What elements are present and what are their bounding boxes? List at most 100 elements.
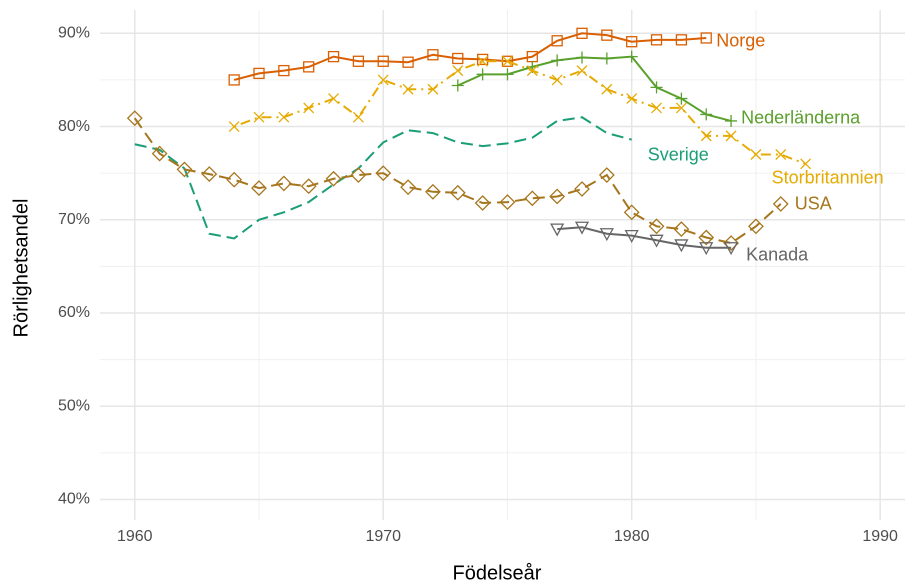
marker (427, 83, 439, 95)
marker (650, 81, 663, 94)
marker (303, 102, 315, 114)
marker (300, 178, 317, 195)
y-tick-label: 50% (58, 397, 90, 414)
x-tick-label: 1990 (862, 528, 898, 545)
marker (576, 65, 588, 77)
series-label: Storbritannien (772, 168, 884, 188)
marker (350, 167, 367, 183)
series-label: Nederländerna (741, 108, 861, 128)
series-line (134, 116, 632, 240)
marker (501, 68, 514, 81)
marker (551, 35, 563, 47)
marker (278, 64, 290, 77)
marker (452, 52, 464, 65)
marker (201, 166, 218, 183)
marker (723, 242, 739, 256)
marker (352, 55, 365, 67)
marker (775, 149, 787, 160)
x-tick-label: 1970 (365, 528, 401, 545)
marker (499, 194, 516, 210)
marker (476, 68, 489, 81)
y-tick-label: 80% (58, 118, 90, 135)
marker (675, 34, 688, 46)
marker (325, 170, 342, 187)
marker (551, 74, 563, 86)
marker (303, 61, 315, 73)
series-label: Norge (716, 31, 765, 51)
marker (574, 181, 590, 197)
marker (748, 218, 764, 235)
series-line (233, 60, 806, 165)
marker (649, 234, 664, 248)
x-axis-label: Födelseår (453, 562, 542, 584)
marker (601, 83, 613, 95)
marker (626, 36, 638, 48)
marker (402, 83, 414, 95)
series-label: Kanada (746, 245, 809, 265)
marker (251, 180, 267, 196)
marker (598, 167, 615, 183)
marker (151, 145, 168, 162)
marker (623, 204, 640, 221)
marker (377, 74, 389, 86)
marker (723, 235, 739, 252)
marker (427, 49, 439, 61)
marker (675, 102, 687, 114)
marker (549, 188, 566, 205)
marker (576, 51, 589, 64)
marker (377, 55, 389, 67)
marker (253, 111, 265, 123)
marker (800, 158, 812, 170)
marker (725, 114, 738, 127)
marker (600, 52, 613, 65)
series-line (457, 55, 732, 122)
marker (576, 27, 588, 39)
marker (624, 229, 639, 243)
series-line (133, 117, 782, 245)
marker (451, 79, 464, 92)
marker (651, 102, 663, 114)
marker (328, 93, 340, 105)
marker (253, 67, 265, 80)
x-tick-label: 1980 (614, 528, 650, 545)
marker (352, 111, 364, 123)
y-tick-label: 60% (58, 304, 90, 321)
marker (327, 50, 340, 63)
marker (526, 65, 538, 77)
marker (228, 121, 240, 133)
marker (502, 55, 513, 67)
marker (772, 196, 789, 212)
marker (400, 179, 417, 196)
marker (698, 229, 715, 246)
marker (574, 221, 590, 235)
marker (750, 149, 762, 160)
y-tick-label: 70% (58, 211, 90, 228)
marker (550, 223, 565, 237)
marker (425, 183, 441, 200)
series-line (233, 32, 707, 81)
marker (625, 50, 638, 63)
marker (477, 55, 489, 67)
marker (675, 92, 688, 105)
y-axis-label: Rörlighetsandel (10, 199, 32, 338)
y-tick-label: 90% (58, 25, 90, 42)
marker (551, 54, 564, 67)
x-tick-label: 1960 (117, 528, 153, 545)
marker (599, 228, 614, 242)
marker (626, 93, 638, 105)
marker (648, 218, 665, 235)
marker (601, 29, 613, 41)
marker (699, 242, 714, 256)
marker (476, 53, 489, 66)
marker (176, 161, 193, 178)
marker (402, 56, 414, 68)
marker (449, 184, 466, 201)
series-label: USA (795, 194, 832, 214)
marker (226, 171, 243, 188)
marker (375, 165, 392, 182)
marker (126, 110, 143, 127)
marker (700, 108, 713, 121)
marker (524, 190, 541, 207)
marker (275, 175, 292, 192)
